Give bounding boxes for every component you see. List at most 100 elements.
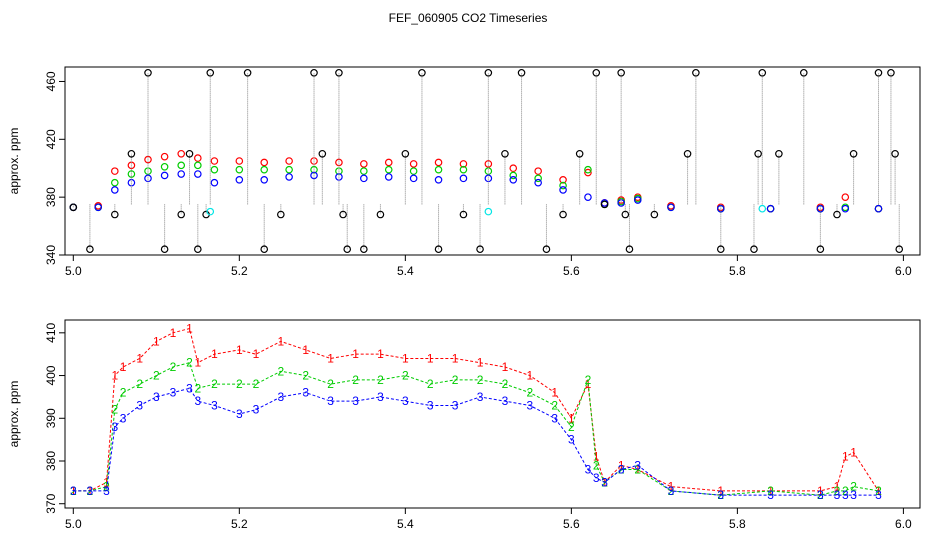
marker-2: 2 bbox=[634, 463, 641, 477]
point-blue bbox=[94, 203, 103, 212]
point-blue bbox=[534, 178, 542, 187]
bottom-x-tick-label: 5.6 bbox=[563, 517, 580, 531]
point-blue bbox=[584, 193, 592, 201]
point-red bbox=[194, 154, 202, 162]
point-red bbox=[459, 160, 468, 168]
marker-1: 1 bbox=[327, 351, 334, 365]
point-green bbox=[434, 165, 443, 174]
marker-3: 3 bbox=[834, 488, 841, 502]
point-black bbox=[895, 245, 904, 254]
bottom-x-tick-label: 6.0 bbox=[895, 517, 912, 531]
point-black bbox=[849, 149, 858, 158]
point-red bbox=[484, 160, 493, 168]
point-black bbox=[194, 245, 202, 254]
point-black bbox=[111, 210, 119, 219]
point-green bbox=[160, 162, 169, 171]
marker-1: 1 bbox=[120, 360, 127, 374]
point-blue bbox=[177, 170, 186, 178]
point-black bbox=[434, 245, 443, 254]
marker-2: 2 bbox=[111, 403, 118, 417]
marker-2: 2 bbox=[527, 386, 534, 400]
point-green bbox=[194, 161, 202, 170]
top-panel: approx. ppm 5.0 5.2 5.4 5.6 5.8 6.0 340 380 420 4… bbox=[7, 66, 921, 278]
bottom-x-tick-label: 5.8 bbox=[729, 517, 746, 531]
marker-1: 1 bbox=[427, 351, 434, 365]
point-red bbox=[559, 176, 567, 184]
point-blue bbox=[210, 178, 219, 187]
point-black bbox=[833, 210, 841, 219]
point-blue bbox=[841, 204, 850, 213]
marker-2: 2 bbox=[618, 463, 625, 477]
marker-2: 2 bbox=[277, 364, 284, 378]
marker-3: 3 bbox=[327, 394, 334, 408]
bottom-y-tick-label: 400 bbox=[44, 365, 58, 385]
point-green bbox=[584, 165, 592, 174]
marker-3: 3 bbox=[717, 488, 724, 502]
marker-1: 1 bbox=[875, 484, 882, 498]
point-red bbox=[841, 193, 850, 201]
marker-2: 2 bbox=[585, 373, 592, 387]
marker-1: 1 bbox=[194, 356, 201, 370]
marker-1: 1 bbox=[568, 411, 575, 425]
top-y-tick-label: 380 bbox=[44, 187, 58, 207]
marker-3: 3 bbox=[253, 403, 260, 417]
point-blue bbox=[816, 204, 825, 213]
series-line-3 bbox=[73, 387, 879, 496]
bottom-y-tick-label: 390 bbox=[44, 408, 58, 428]
marker-3: 3 bbox=[568, 433, 575, 447]
marker-1: 1 bbox=[842, 450, 849, 464]
marker-3: 3 bbox=[668, 484, 675, 498]
marker-3: 3 bbox=[452, 398, 459, 412]
bottom-axis-ticks: 5.0 5.2 5.4 5.6 5.8 6.0 370 380 390 400 410 bbox=[44, 322, 912, 531]
marker-2: 2 bbox=[402, 369, 409, 383]
point-green bbox=[384, 165, 393, 174]
point-green bbox=[360, 167, 368, 175]
marker-3: 3 bbox=[767, 488, 774, 502]
marker-2: 2 bbox=[477, 373, 484, 387]
point-black bbox=[683, 149, 692, 158]
point-red bbox=[384, 158, 393, 167]
point-black bbox=[575, 149, 584, 158]
point-cyan bbox=[484, 207, 493, 216]
point-black bbox=[339, 210, 347, 219]
marker-1: 1 bbox=[593, 450, 600, 464]
point-black bbox=[799, 68, 808, 77]
point-green bbox=[210, 165, 219, 174]
marker-2: 2 bbox=[551, 398, 558, 412]
point-blue bbox=[409, 174, 418, 183]
point-black bbox=[874, 68, 883, 77]
point-green bbox=[260, 165, 269, 174]
series-line-1 bbox=[73, 327, 879, 492]
point-blue bbox=[434, 176, 443, 184]
marker-1: 1 bbox=[236, 343, 243, 357]
top-x-tick-label: 5.0 bbox=[65, 264, 82, 278]
point-black bbox=[476, 245, 484, 254]
marker-3: 3 bbox=[601, 475, 608, 489]
point-black bbox=[775, 149, 783, 158]
top-plot-frame bbox=[64, 66, 921, 256]
marker-3: 3 bbox=[153, 390, 160, 404]
point-blue bbox=[127, 178, 136, 187]
point-blue bbox=[384, 173, 393, 181]
top-x-tick-label: 5.4 bbox=[397, 264, 414, 278]
marker-1: 1 bbox=[153, 334, 160, 348]
marker-1: 1 bbox=[352, 347, 359, 361]
point-black bbox=[501, 149, 509, 158]
point-red bbox=[409, 160, 418, 168]
bottom-x-tick-label: 5.0 bbox=[65, 517, 82, 531]
point-blue bbox=[194, 170, 202, 178]
point-black bbox=[750, 245, 758, 254]
marker-3: 3 bbox=[502, 394, 509, 408]
marker-3: 3 bbox=[875, 488, 882, 502]
marker-2: 2 bbox=[302, 369, 309, 383]
marker-1: 1 bbox=[136, 351, 143, 365]
point-black bbox=[625, 245, 634, 254]
point-blue bbox=[111, 186, 119, 194]
marker-2: 2 bbox=[568, 420, 575, 434]
point-red bbox=[210, 157, 219, 165]
point-green bbox=[235, 165, 244, 174]
point-black bbox=[177, 210, 186, 219]
point-black bbox=[185, 149, 194, 158]
point-black bbox=[816, 245, 825, 254]
